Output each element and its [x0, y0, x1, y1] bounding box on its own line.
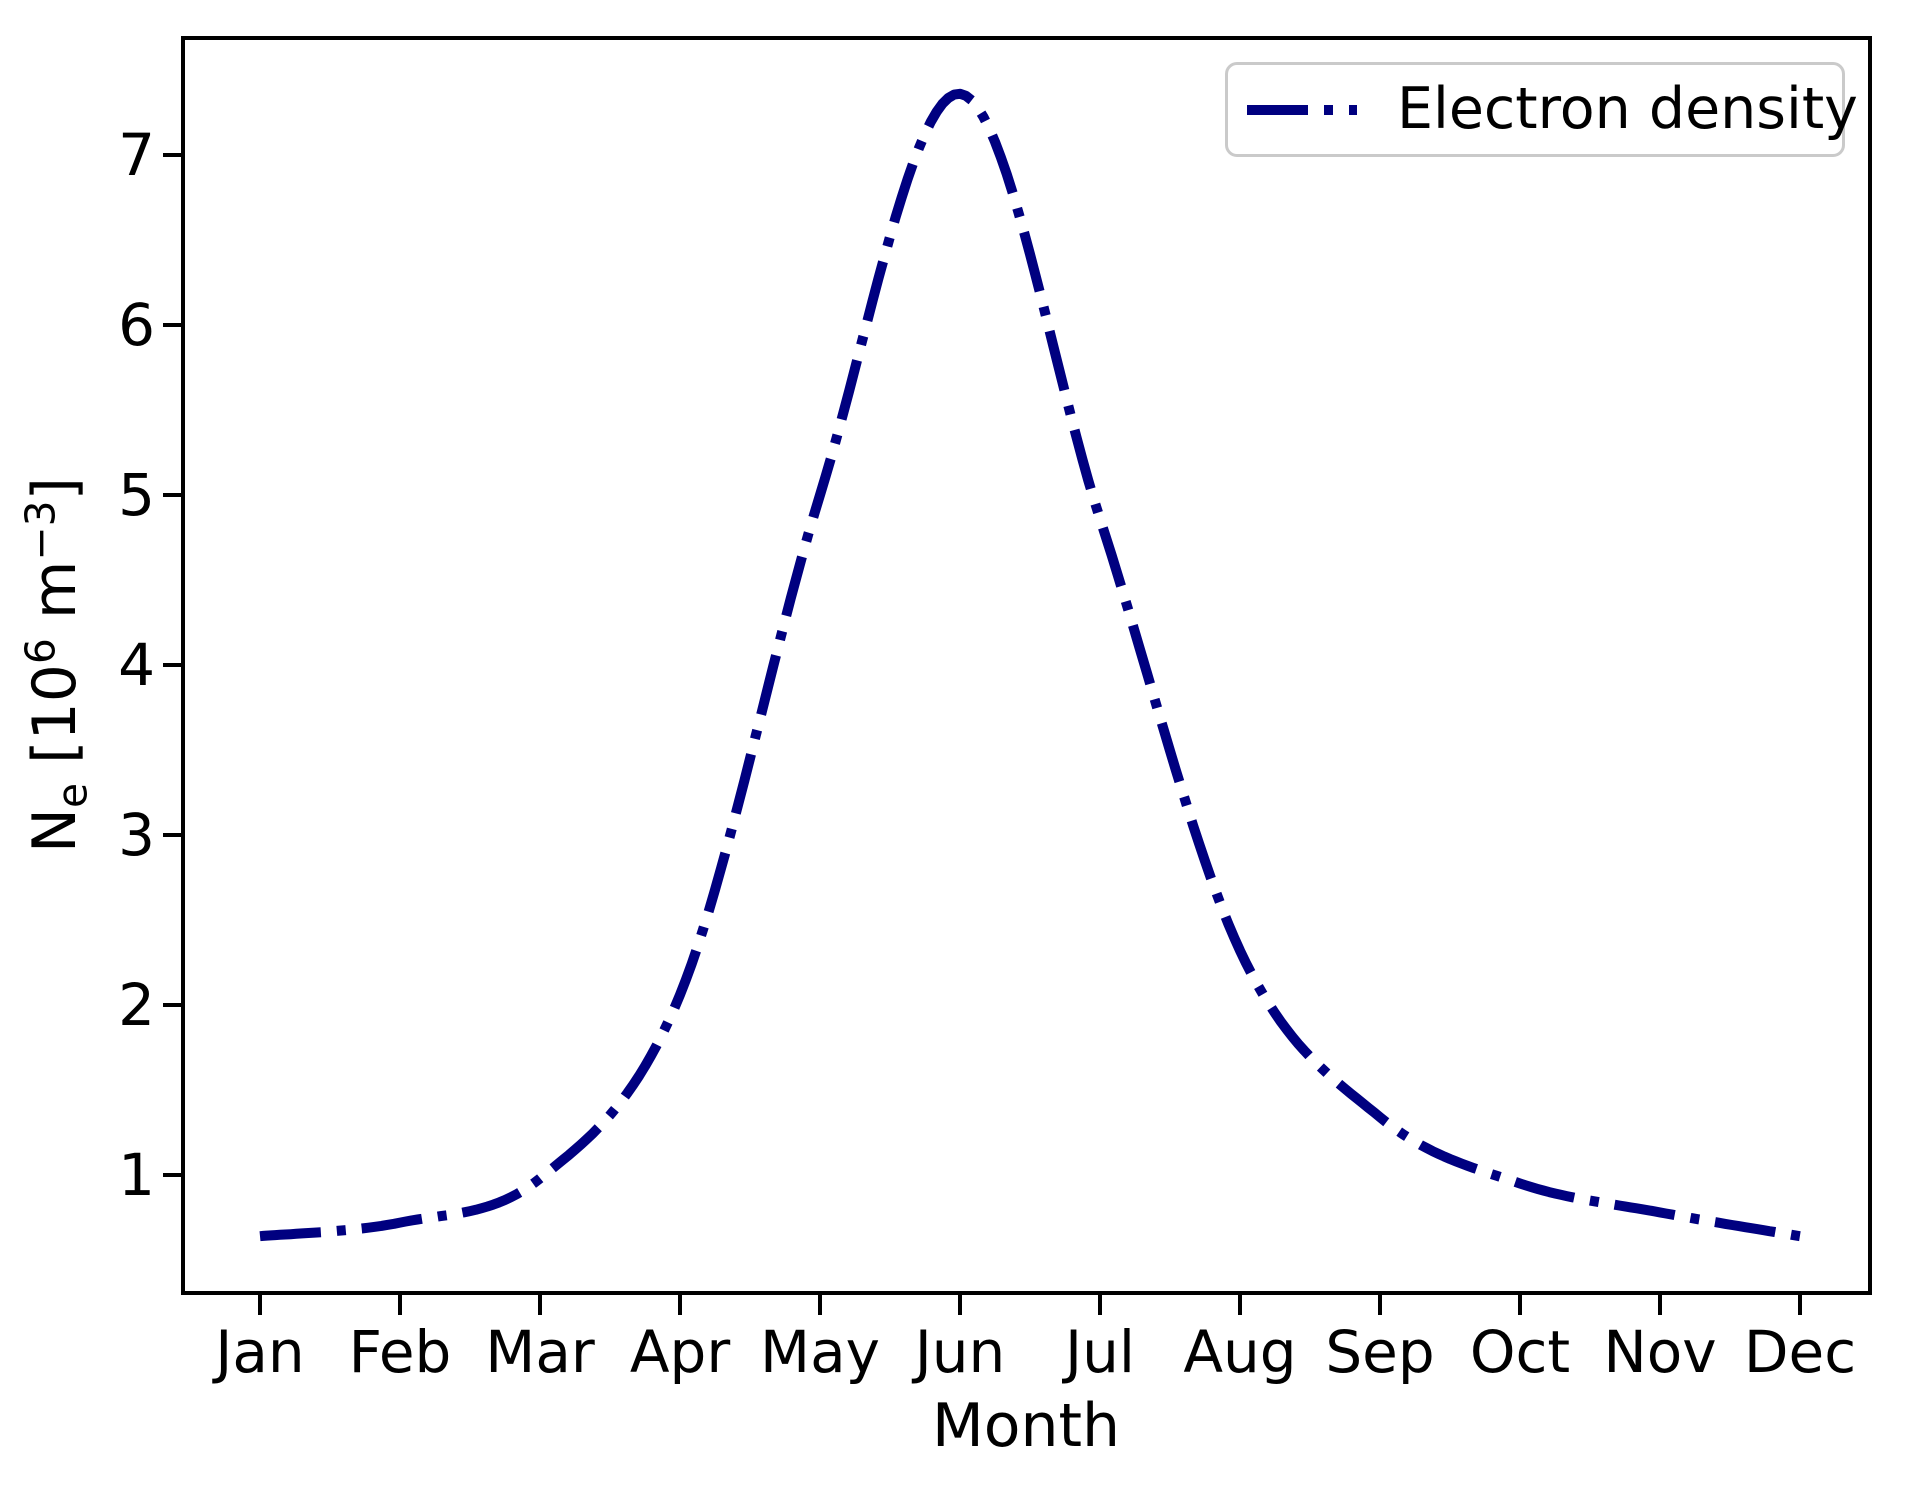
x-tick-label-aug: Aug	[1183, 1318, 1297, 1386]
y-tick-label-7: 7	[118, 121, 155, 189]
x-tick-label-apr: Apr	[629, 1318, 731, 1386]
x-tick-label-jun: Jun	[914, 1318, 1006, 1386]
x-tick-label-nov: Nov	[1603, 1318, 1717, 1386]
y-label-exponent-neg3: −3	[16, 500, 65, 561]
x-tick-label-may: May	[760, 1318, 880, 1386]
y-tick-label-2: 2	[118, 971, 155, 1039]
x-tick-label-sep: Sep	[1325, 1318, 1435, 1386]
legend-dot-icon	[1324, 104, 1333, 115]
legend-entry-label: Electron density	[1397, 76, 1858, 142]
legend-dot-icon	[1349, 104, 1357, 115]
y-tick-label-6: 6	[118, 291, 155, 359]
y-tick-label-4: 4	[118, 631, 155, 699]
y-label-subscript: e	[48, 782, 97, 809]
x-tick-label-oct: Oct	[1469, 1318, 1571, 1386]
legend-box: Electron density	[1225, 62, 1858, 157]
y-label-mid: [10	[20, 664, 91, 783]
y-label-close: ]	[20, 477, 91, 501]
y-tick-label-5: 5	[118, 461, 155, 529]
y-label-exponent-6: 6	[16, 638, 65, 665]
y-tick-label-3: 3	[118, 801, 155, 869]
plot-border	[181, 36, 1872, 1295]
electron-density-line	[258, 88, 1802, 1242]
legend-dash-icon	[1247, 104, 1308, 115]
y-label-base: N	[20, 808, 91, 853]
y-tick-label-1: 1	[118, 1141, 155, 1209]
x-tick-label-jul: Jul	[1065, 1318, 1135, 1386]
x-tick-label-feb: Feb	[348, 1318, 452, 1386]
x-tick-label-dec: Dec	[1743, 1318, 1857, 1386]
axis-tick-marks	[163, 153, 1802, 1315]
x-tick-label-mar: Mar	[485, 1318, 595, 1386]
x-tick-label-jan: Jan	[215, 1318, 305, 1386]
legend-dashdot-line-icon	[1247, 104, 1357, 115]
y-label-unit: m	[20, 560, 91, 639]
x-axis-label: Month	[931, 1391, 1121, 1461]
y-axis-label: Ne [106 m−3]	[17, 477, 97, 853]
